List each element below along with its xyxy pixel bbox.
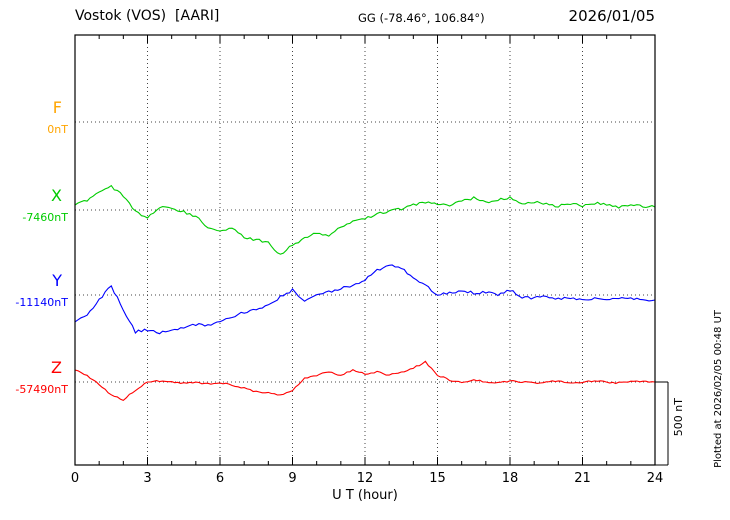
- x-tick-label: 18: [501, 471, 519, 486]
- trace-Z: [74, 360, 656, 402]
- x-tick-label: 9: [288, 471, 297, 486]
- station-title: Vostok (VOS) [AARI]: [75, 8, 220, 24]
- x-tick-label: 24: [646, 471, 664, 486]
- scale-bar-label: 500 nT: [672, 398, 685, 437]
- x-tick-label: 12: [356, 471, 374, 486]
- x-tick-label: 15: [429, 471, 446, 486]
- plotted-at-timestamp: Plotted at 2026/02/05 00:48 UT: [713, 310, 724, 468]
- x-axis-ticks: 0 3 6 9 12 15 18 21 24: [0, 471, 730, 487]
- geographic-coordinates: GG (-78.46°, 106.84°): [358, 11, 485, 25]
- plot-frame: [74, 34, 656, 466]
- x-tick-label: 6: [215, 471, 225, 486]
- x-tick-label: 0: [70, 471, 80, 486]
- trace-Y: [74, 264, 656, 335]
- plot-date: 2026/01/05: [568, 7, 655, 25]
- x-axis-title: U T (hour): [332, 488, 398, 503]
- x-tick-label: 21: [574, 471, 591, 486]
- x-tick-label: 3: [143, 471, 152, 486]
- trace-X: [74, 184, 656, 255]
